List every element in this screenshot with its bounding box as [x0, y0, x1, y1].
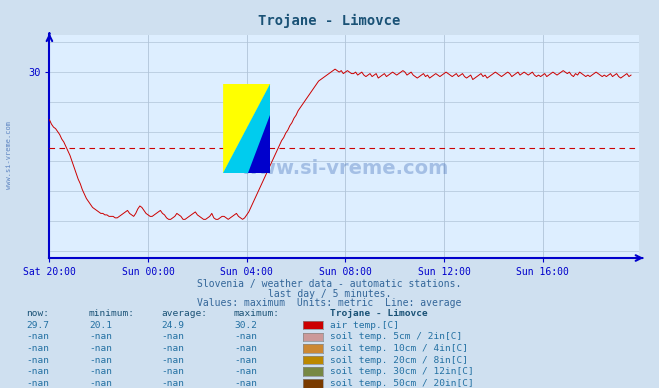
Text: 24.9: 24.9	[161, 320, 185, 330]
Text: www.si-vreme.com: www.si-vreme.com	[5, 121, 12, 189]
Text: 30.2: 30.2	[234, 320, 257, 330]
Text: 29.7: 29.7	[26, 320, 49, 330]
Text: 20.1: 20.1	[89, 320, 112, 330]
Polygon shape	[223, 84, 270, 173]
Text: now:: now:	[26, 309, 49, 318]
Text: -nan: -nan	[161, 344, 185, 353]
Text: -nan: -nan	[89, 367, 112, 376]
Text: -nan: -nan	[234, 332, 257, 341]
Text: -nan: -nan	[161, 367, 185, 376]
Text: -nan: -nan	[89, 332, 112, 341]
Text: -nan: -nan	[89, 355, 112, 365]
Polygon shape	[223, 84, 270, 173]
Text: -nan: -nan	[161, 355, 185, 365]
Text: -nan: -nan	[26, 344, 49, 353]
Text: -nan: -nan	[234, 355, 257, 365]
Text: average:: average:	[161, 309, 208, 318]
Text: soil temp. 20cm / 8in[C]: soil temp. 20cm / 8in[C]	[330, 355, 467, 365]
Text: soil temp. 30cm / 12in[C]: soil temp. 30cm / 12in[C]	[330, 367, 473, 376]
Text: soil temp. 5cm / 2in[C]: soil temp. 5cm / 2in[C]	[330, 332, 462, 341]
Text: maximum:: maximum:	[234, 309, 280, 318]
Text: Trojane - Limovce: Trojane - Limovce	[258, 14, 401, 28]
Text: -nan: -nan	[234, 344, 257, 353]
Text: -nan: -nan	[89, 379, 112, 388]
Polygon shape	[248, 115, 270, 173]
Text: -nan: -nan	[89, 344, 112, 353]
Text: soil temp. 10cm / 4in[C]: soil temp. 10cm / 4in[C]	[330, 344, 467, 353]
Text: -nan: -nan	[26, 332, 49, 341]
Text: Trojane - Limovce: Trojane - Limovce	[330, 309, 427, 318]
Text: www.si-vreme.com: www.si-vreme.com	[240, 159, 449, 178]
Text: -nan: -nan	[161, 332, 185, 341]
Text: soil temp. 50cm / 20in[C]: soil temp. 50cm / 20in[C]	[330, 379, 473, 388]
Text: last day / 5 minutes.: last day / 5 minutes.	[268, 289, 391, 299]
Text: -nan: -nan	[26, 355, 49, 365]
Text: -nan: -nan	[26, 379, 49, 388]
Text: -nan: -nan	[26, 367, 49, 376]
Text: -nan: -nan	[234, 367, 257, 376]
Text: Values: maximum  Units: metric  Line: average: Values: maximum Units: metric Line: aver…	[197, 298, 462, 308]
Text: -nan: -nan	[234, 379, 257, 388]
Text: air temp.[C]: air temp.[C]	[330, 320, 399, 330]
Text: minimum:: minimum:	[89, 309, 135, 318]
Text: -nan: -nan	[161, 379, 185, 388]
Text: Slovenia / weather data - automatic stations.: Slovenia / weather data - automatic stat…	[197, 279, 462, 289]
